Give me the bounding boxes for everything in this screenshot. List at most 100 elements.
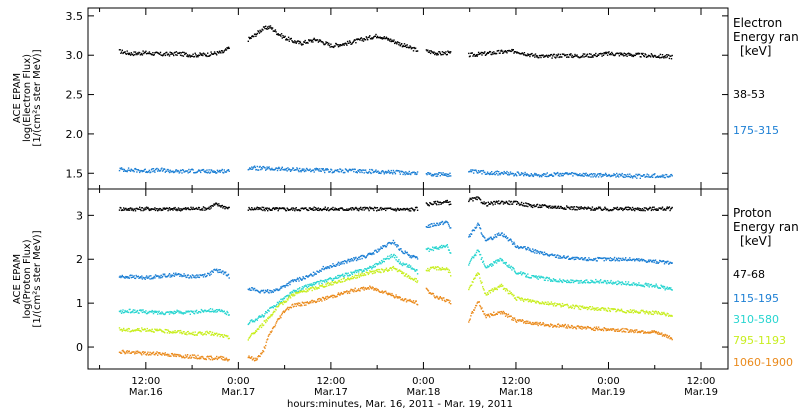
proton-data-point (217, 357, 219, 359)
proton-data-point (302, 276, 304, 278)
proton-data-point (411, 267, 413, 269)
electron-data-point (445, 175, 448, 177)
electron-data-point (370, 38, 372, 40)
proton-data-point (356, 257, 358, 260)
electron-data-point (150, 171, 152, 173)
proton-data-point (599, 280, 601, 282)
electron-data-point (670, 55, 672, 57)
electron-data-point (158, 53, 160, 55)
electron-data-point (434, 173, 437, 175)
proton-data-point (435, 266, 437, 269)
electron-data-point (613, 173, 615, 175)
proton-data-point (534, 276, 537, 278)
electron-data-point (652, 176, 654, 178)
proton-data-point (339, 276, 341, 278)
proton-data-point (379, 248, 381, 250)
electron-data-point (553, 53, 555, 56)
proton-data-point (395, 294, 397, 296)
electron-data-point (129, 53, 131, 55)
proton-data-point (228, 277, 230, 279)
proton-data-point (331, 281, 333, 283)
proton-data-point (336, 264, 338, 266)
proton-data-point (351, 290, 354, 292)
proton-data-point (145, 310, 147, 312)
electron-data-point (277, 167, 279, 170)
proton-data-point (640, 258, 643, 260)
proton-data-point (126, 276, 128, 278)
electron-data-point (412, 50, 415, 52)
proton-data-point (348, 259, 350, 261)
proton-data-point (317, 207, 320, 209)
proton-data-point (355, 271, 358, 274)
proton-data-point (638, 312, 640, 314)
proton-data-point (520, 274, 523, 276)
proton-data-point (261, 314, 263, 316)
proton-data-point (249, 335, 252, 337)
proton-data-point (434, 246, 436, 249)
electron-data-point (581, 173, 583, 176)
proton-data-point (285, 209, 288, 212)
proton-data-point (631, 206, 634, 209)
proton-data-point (248, 206, 250, 209)
electron-data-point (188, 54, 191, 56)
proton-data-point (579, 282, 581, 284)
electron-data-point (293, 41, 295, 44)
electron-data-point (336, 44, 338, 46)
electron-data-point (256, 32, 258, 35)
electron-data-point (349, 168, 351, 171)
proton-data-point (644, 312, 646, 315)
proton-data-point (143, 353, 145, 355)
proton-data-point (195, 309, 198, 312)
proton-data-point (204, 207, 207, 209)
proton-data-point (612, 308, 614, 311)
electron-data-point (260, 168, 262, 171)
electron-data-point (309, 39, 311, 41)
electron-data-point (582, 53, 585, 55)
proton-data-point (163, 353, 165, 355)
proton-data-point (548, 255, 550, 257)
electron-data-point (586, 175, 588, 177)
proton-data-point (208, 273, 210, 275)
electron-data-point (205, 54, 207, 56)
proton-data-point (561, 257, 564, 259)
proton-data-point (208, 206, 210, 208)
proton-data-point (400, 270, 402, 272)
proton-data-point (485, 202, 487, 204)
proton-data-point (595, 208, 597, 210)
electron-data-point (295, 169, 297, 171)
electron-data-point (255, 33, 258, 36)
proton-data-point (492, 290, 494, 293)
proton-data-point (256, 358, 258, 360)
proton-data-point (479, 277, 481, 279)
proton-data-point (282, 207, 284, 209)
electron-data-point (560, 173, 562, 175)
proton-data-point (221, 356, 223, 358)
electron-data-point (581, 56, 583, 58)
proton-data-point (120, 309, 122, 312)
proton-data-point (625, 312, 628, 314)
electron-data-point (414, 173, 416, 175)
electron-data-point (317, 39, 319, 41)
proton-data-point (475, 251, 478, 254)
proton-data-point (249, 322, 251, 324)
proton-data-point (207, 207, 210, 210)
electron-data-point (285, 38, 288, 40)
proton-data-point (195, 277, 197, 279)
electron-data-point (346, 40, 349, 43)
electron-data-point (253, 165, 256, 167)
proton-data-point (271, 306, 274, 308)
proton-data-point (483, 313, 485, 315)
proton-data-point (620, 257, 622, 260)
proton-data-point (277, 302, 279, 304)
proton-data-point (627, 283, 629, 285)
proton-data-point (663, 260, 665, 262)
proton-data-point (250, 289, 252, 291)
electron-data-point (532, 175, 535, 178)
proton-data-point (385, 290, 387, 292)
proton-data-point (550, 207, 553, 209)
proton-data-point (119, 351, 121, 354)
proton-data-point (472, 312, 474, 314)
proton-data-point (389, 255, 391, 257)
electron-data-point (305, 42, 308, 44)
proton-data-point (227, 360, 229, 362)
